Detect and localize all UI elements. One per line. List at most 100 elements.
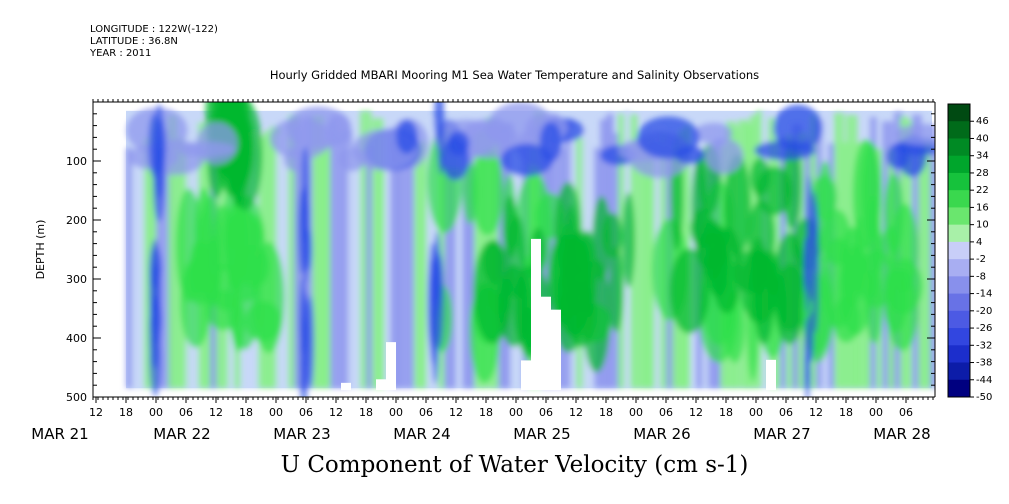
field-negative-column bbox=[153, 103, 166, 199]
field-streak bbox=[372, 118, 384, 389]
x-hour-label: 12 bbox=[89, 406, 103, 419]
x-day-label: MAR 21 bbox=[31, 425, 88, 443]
field-streak bbox=[924, 138, 933, 389]
colorbar-label: -20 bbox=[976, 306, 992, 317]
field-surface bbox=[396, 120, 418, 154]
colorbar-label: -14 bbox=[976, 289, 992, 300]
x-hour-label: 18 bbox=[599, 406, 613, 419]
field-surface bbox=[447, 131, 470, 156]
colorbar-band bbox=[948, 241, 970, 260]
data-gap bbox=[531, 238, 541, 391]
field-streak bbox=[918, 143, 929, 389]
field-streak bbox=[318, 146, 330, 389]
x-hour-label: 18 bbox=[119, 406, 133, 419]
field-core bbox=[252, 241, 285, 354]
field-negative-column bbox=[804, 355, 811, 397]
field-streak bbox=[288, 115, 299, 389]
field-streak bbox=[402, 147, 409, 389]
field-core bbox=[691, 156, 708, 254]
latitude-label: LATITUDE : 36.8N bbox=[90, 36, 178, 47]
x-hour-label: 18 bbox=[719, 406, 733, 419]
x-hour-label: 18 bbox=[359, 406, 373, 419]
y-tick-label: 200 bbox=[66, 214, 87, 227]
y-tick-label: 300 bbox=[66, 273, 87, 286]
field-core bbox=[564, 204, 578, 310]
field-surface bbox=[500, 143, 553, 177]
field-core bbox=[608, 246, 624, 332]
field-streak bbox=[462, 145, 474, 389]
field-surface bbox=[894, 123, 935, 146]
field-streak bbox=[450, 127, 458, 389]
field-negative-column bbox=[803, 237, 810, 294]
x-hour-label: 12 bbox=[809, 406, 823, 419]
x-hour-label: 18 bbox=[479, 406, 493, 419]
x-hour-label: 06 bbox=[179, 406, 193, 419]
colorbar-label: -44 bbox=[976, 375, 992, 386]
field-streak bbox=[444, 140, 453, 389]
colorbar-band bbox=[948, 328, 970, 346]
field-streak bbox=[420, 141, 429, 389]
field-texture bbox=[126, 102, 935, 397]
colorbar-band bbox=[948, 259, 970, 277]
field-core bbox=[852, 139, 881, 250]
field-core bbox=[578, 230, 598, 317]
y-tick-label: 500 bbox=[66, 391, 87, 404]
data-gap bbox=[521, 360, 531, 391]
colorbar-band bbox=[948, 121, 970, 139]
colorbar-band bbox=[948, 276, 970, 295]
x-hour-label: 00 bbox=[149, 406, 163, 419]
colorbar-label: -8 bbox=[976, 271, 986, 282]
field-surface bbox=[773, 104, 823, 153]
colorbar-band bbox=[948, 104, 970, 122]
x-hour-label: 12 bbox=[209, 406, 223, 419]
field-negative-column bbox=[301, 146, 310, 217]
colorbar-band bbox=[948, 172, 970, 191]
x-hour-label: 06 bbox=[419, 406, 433, 419]
colorbar-label: -2 bbox=[976, 254, 986, 265]
field-streak bbox=[396, 130, 403, 389]
field-streak bbox=[162, 129, 174, 389]
x-hour-label: 00 bbox=[389, 406, 403, 419]
velocity-field bbox=[126, 102, 935, 397]
field-streak bbox=[294, 127, 301, 389]
field-core bbox=[886, 269, 919, 351]
colorbar-label: 28 bbox=[976, 168, 989, 179]
y-tick-label: 100 bbox=[66, 155, 87, 168]
field-streak bbox=[282, 126, 293, 389]
field-streak bbox=[618, 113, 627, 389]
y-tick-label: 400 bbox=[66, 332, 87, 345]
x-hour-label: 00 bbox=[629, 406, 643, 419]
field-streak bbox=[126, 147, 134, 389]
x-hour-label: 00 bbox=[869, 406, 883, 419]
data-gap bbox=[551, 309, 561, 391]
x-hour-label: 18 bbox=[839, 406, 853, 419]
field-core bbox=[473, 239, 513, 344]
x-hour-label: 12 bbox=[569, 406, 583, 419]
field-streak bbox=[324, 141, 332, 389]
colorbar-band bbox=[948, 190, 970, 208]
field-negative-column bbox=[433, 102, 442, 140]
field-streak bbox=[408, 146, 415, 389]
field-core bbox=[766, 250, 779, 296]
field-streak bbox=[132, 140, 142, 389]
field-core bbox=[462, 159, 477, 225]
field-streak bbox=[636, 141, 647, 389]
field-streak bbox=[168, 115, 178, 389]
field-surface bbox=[754, 140, 816, 161]
colorbar-label: 40 bbox=[976, 133, 989, 144]
field-streak bbox=[138, 140, 149, 389]
field-streak bbox=[390, 141, 401, 389]
colorbar-band bbox=[948, 224, 970, 243]
field-streak bbox=[144, 138, 154, 389]
field-core bbox=[751, 237, 766, 297]
field-streak bbox=[384, 119, 394, 389]
x-day-label: MAR 24 bbox=[393, 425, 450, 443]
colorbar-band bbox=[948, 293, 970, 312]
field-core bbox=[773, 232, 807, 345]
colorbar-label: 34 bbox=[976, 151, 989, 162]
field-surface bbox=[269, 117, 332, 160]
data-gap bbox=[386, 342, 396, 391]
field-streak bbox=[330, 120, 337, 389]
colorbar-label: -26 bbox=[976, 323, 992, 334]
